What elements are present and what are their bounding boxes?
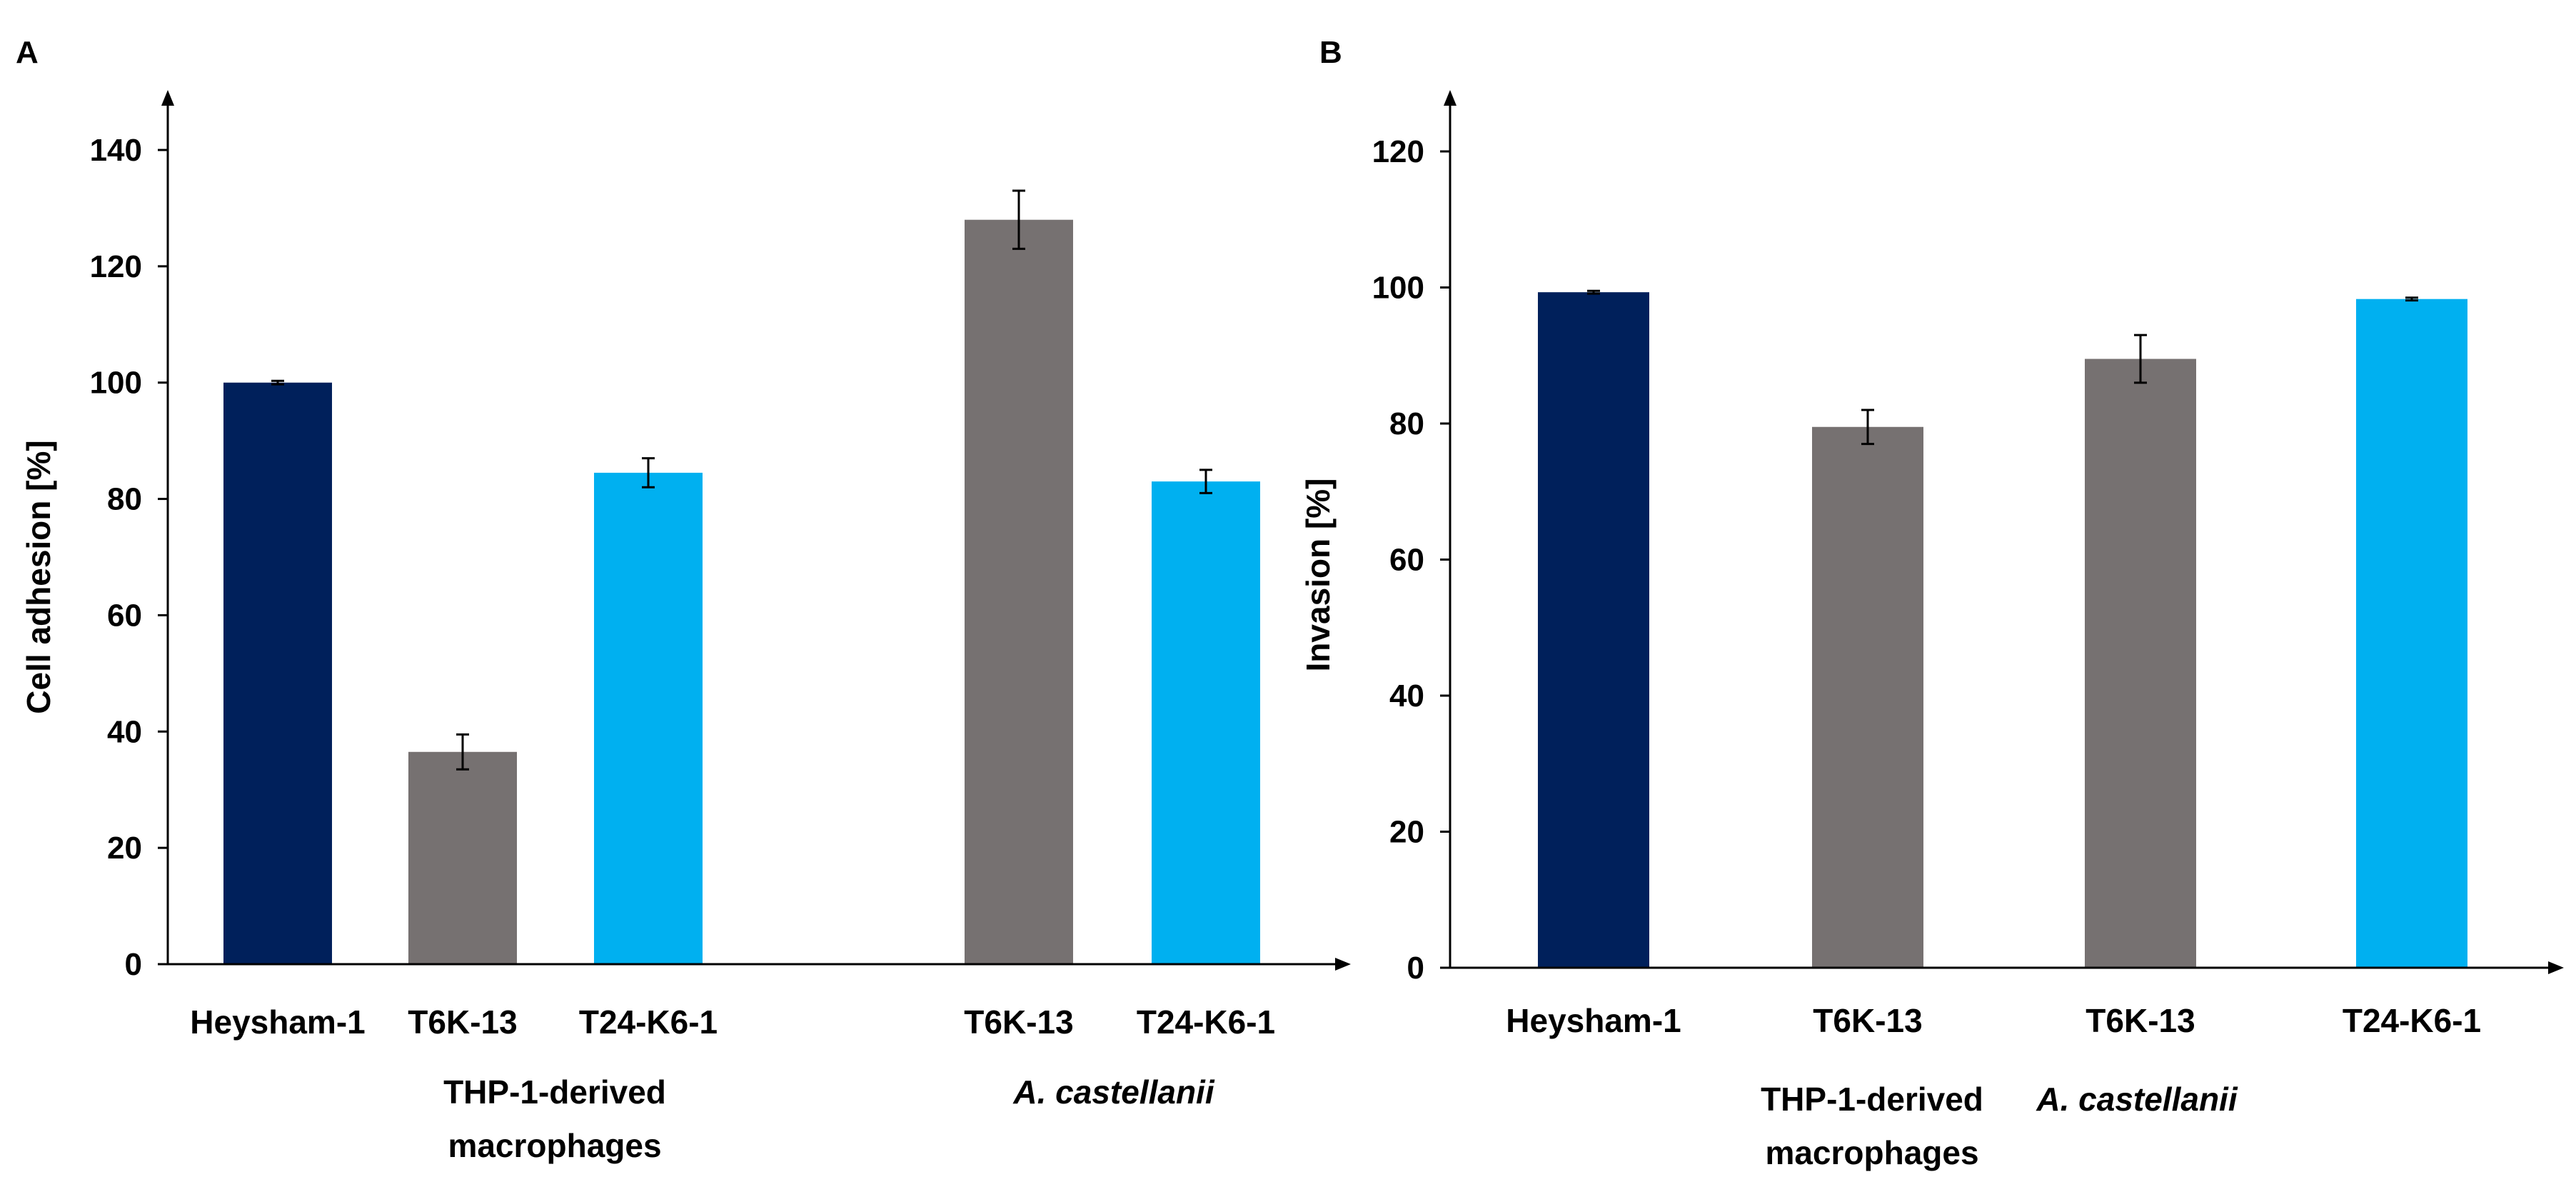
panel-a-category-label-5: T24-K6-1	[1137, 1003, 1275, 1041]
panel-b-category-label-4: T24-K6-1	[2343, 1002, 2481, 1039]
panel-b-letter: B	[1319, 35, 1342, 70]
panel-b-bar-4	[2356, 299, 2467, 968]
panel-a-y-axis-arrow	[161, 90, 174, 106]
panel-a-y-tick-label: 40	[107, 714, 142, 749]
panel-a-x-axis-arrow	[1335, 958, 1351, 971]
panel-a-bar-4	[965, 219, 1073, 964]
panel-a: A Cell adhesion [%] 0 20 40 60 80 100 120 140 H…	[16, 35, 1351, 1164]
panel-a-bar-5	[1152, 481, 1260, 964]
panel-a-y-tick-label: 0	[125, 947, 142, 982]
panel-a-y-tick-label: 120	[90, 249, 142, 284]
panel-a-bar-2	[408, 751, 517, 964]
panel-a-y-axis-label: Cell adhesion [%]	[20, 440, 57, 713]
panel-a-letter: A	[16, 35, 39, 70]
panel-b-category-label-3: T6K-13	[2086, 1002, 2195, 1039]
panel-a-bar-1	[223, 382, 332, 964]
panel-a-category-label-3: T24-K6-1	[579, 1003, 718, 1041]
panel-b-y-tick-label: 120	[1372, 134, 1424, 169]
panel-b-bar-2	[1812, 426, 1923, 968]
panel-a-y-tick-label: 100	[90, 366, 142, 401]
panel-a-y-tick-label: 80	[107, 482, 142, 517]
panel-b-bar-1	[1538, 292, 1649, 968]
panel-b-bar-3	[2085, 359, 2196, 968]
panel-b-y-tick-label: 100	[1372, 271, 1424, 306]
panel-b-y-tick-label: 60	[1389, 543, 1424, 578]
panel-a-y-tick-label: 140	[90, 133, 142, 168]
panel-b-y-axis-arrow	[1444, 90, 1456, 106]
panel-b: B Invasion [%] 0 20 40 60 80 100 120 Heysham-1…	[1299, 35, 2564, 1171]
panel-b-category-label-2: T6K-13	[1813, 1002, 1922, 1039]
panel-a-group-1-line1: THP-1-derived	[443, 1073, 666, 1111]
panel-a-group-2-line1: A. castellanii	[1012, 1073, 1214, 1111]
panel-b-group-1-line2: macrophages	[1765, 1134, 1978, 1171]
panel-a-category-label-1: Heysham-1	[190, 1003, 365, 1041]
panel-b-category-label-1: Heysham-1	[1506, 1002, 1681, 1039]
panel-a-y-tick-label: 20	[107, 831, 142, 866]
panel-b-y-tick-label: 20	[1389, 815, 1424, 850]
panel-a-category-label-2: T6K-13	[408, 1003, 517, 1041]
panel-a-y-tick-label: 60	[107, 598, 142, 633]
panel-b-group-1-line1: THP-1-derived	[1761, 1081, 1983, 1118]
panel-b-y-tick-label: 80	[1389, 406, 1424, 441]
panel-a-group-1-line2: macrophages	[448, 1127, 661, 1164]
panel-b-y-tick-label: 40	[1389, 678, 1424, 713]
panel-b-x-axis-arrow	[2548, 961, 2564, 974]
panel-b-y-tick-label: 0	[1407, 951, 1424, 986]
panel-b-y-axis-label: Invasion [%]	[1299, 479, 1337, 672]
panel-b-group-2-line1: A. castellanii	[2036, 1081, 2238, 1118]
panel-a-bar-3	[594, 472, 703, 964]
panel-a-category-label-4: T6K-13	[964, 1003, 1073, 1041]
